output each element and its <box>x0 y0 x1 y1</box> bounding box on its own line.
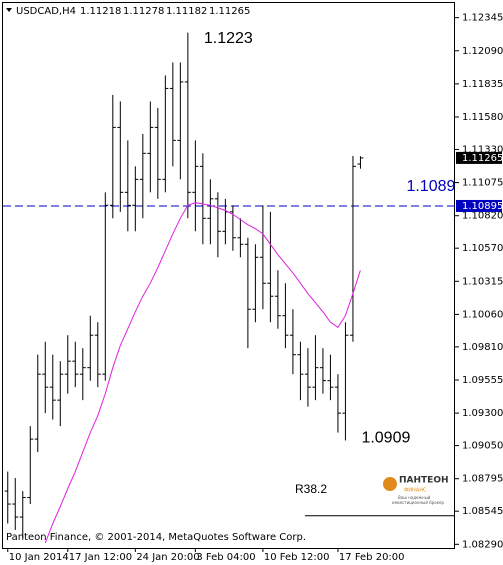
x-tick-label: 24 Jan 20:00 <box>136 552 199 563</box>
y-tick-label: 1.11330 <box>462 144 503 155</box>
header-value: 1.11278 <box>123 6 164 17</box>
x-tick-label: 10 Jan 2014 <box>9 552 69 563</box>
annotation: 1.1089 <box>406 178 455 195</box>
current-price-label: 1.11265 <box>462 153 503 164</box>
price-box <box>456 199 502 212</box>
y-tick-label: 1.11075 <box>462 178 503 189</box>
x-tick-label: 17 Feb 20:00 <box>339 552 405 563</box>
moving-average <box>44 202 361 544</box>
y-tick-label: 1.10570 <box>462 243 503 254</box>
y-tick-label: 1.12090 <box>462 46 503 57</box>
current-price-box <box>456 151 502 164</box>
x-tick-label: 10 Feb 12:00 <box>264 552 330 563</box>
symbol: USDCAD,H4 <box>16 6 76 17</box>
y-tick-label: 1.08795 <box>462 474 503 485</box>
y-tick-label: 1.11835 <box>462 79 503 90</box>
y-tick-label: 1.09555 <box>462 375 503 386</box>
header-value: 1.11265 <box>209 6 250 17</box>
x-tick-label: 17 Jan 12:00 <box>69 552 132 563</box>
logo-tagline: инвестиционный брокер <box>392 500 445 505</box>
logo-name: ПАНТЕОН <box>399 476 449 486</box>
y-tick-label: 1.09810 <box>462 342 503 353</box>
y-tick-label: 1.08545 <box>462 506 503 517</box>
y-tick-label: 1.08290 <box>462 539 503 550</box>
annotation: 1.0909 <box>361 430 410 447</box>
header-value: 1.11218 <box>80 6 121 17</box>
y-tick-label: 1.10820 <box>462 211 503 222</box>
logo: ПАНТЕОН ФИНАНС Ваш надежный инвестиционн… <box>383 476 449 505</box>
y-tick-label: 1.12345 <box>462 13 503 24</box>
y-tick-label: 1.10315 <box>462 276 503 287</box>
price-box-label: 1.10895 <box>462 201 503 212</box>
header-value: 1.11182 <box>166 6 207 17</box>
y-tick-label: 1.09050 <box>462 441 503 452</box>
y-tick-label: 1.10060 <box>462 309 503 320</box>
menu-arrow <box>6 8 12 12</box>
y-tick-label: 1.11580 <box>462 112 503 123</box>
level-label: R38.2 <box>295 482 327 496</box>
copyright: Panteon Finance, © 2001-2014, MetaQuotes… <box>6 532 306 543</box>
annotation: 1.1223 <box>204 30 253 47</box>
logo-tagline: Ваш надежный <box>398 495 431 500</box>
logo-sub: ФИНАНС <box>404 488 427 494</box>
x-tick-label: 3 Feb 04:00 <box>196 552 255 563</box>
plot-frame <box>2 2 455 549</box>
logo-icon <box>383 477 397 491</box>
y-tick-label: 1.09300 <box>462 408 503 419</box>
